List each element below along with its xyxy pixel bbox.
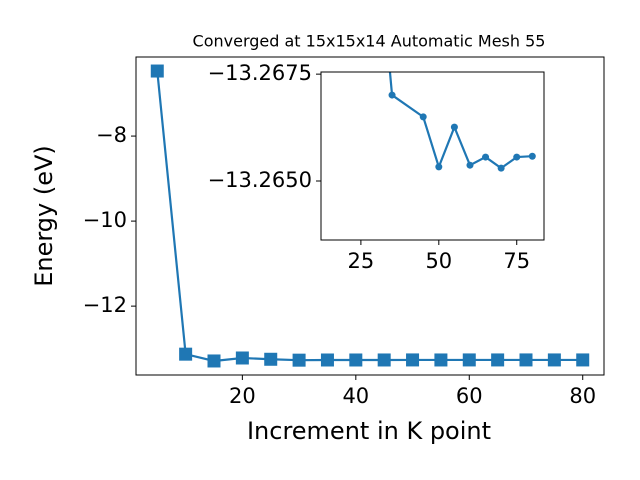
marker [547,353,561,367]
marker [264,352,278,366]
marker [450,123,458,131]
axes-frame [320,71,545,241]
chart-title: Converged at 15x15x14 Automatic Mesh 55 [193,32,546,51]
marker [292,353,306,367]
x-axis-label: Increment in K point [247,417,491,445]
marker [419,113,427,121]
plot-area [388,72,536,172]
marker [576,353,590,367]
marker [406,353,420,367]
series-line [388,72,533,171]
series-line [156,70,583,363]
x-tick-label: 50 [425,249,452,273]
x-tick-label: 60 [456,384,483,408]
x-tick-label: 75 [503,249,530,273]
axes-frame [135,56,605,376]
marker [528,152,536,160]
y-tick-label: −13.2675 [208,61,312,85]
y-tick-label: −13.2650 [208,168,312,192]
plot-area [150,64,590,368]
marker [235,351,249,365]
marker [435,163,443,171]
y-tick-label: −12 [83,293,127,317]
y-tick-label: −10 [83,208,127,232]
y-axis-label: Energy (eV) [30,145,58,287]
marker [434,353,448,367]
inset-background [321,72,544,240]
marker [513,153,521,161]
y-tick-label: −8 [96,123,127,147]
marker [497,164,505,172]
marker [466,161,474,169]
marker [179,347,193,361]
x-tick-label: 20 [229,384,256,408]
marker [482,153,490,161]
marker [349,353,363,367]
x-tick-label: 40 [342,384,369,408]
marker [320,353,334,367]
marker [150,64,164,78]
marker [388,91,396,99]
marker [377,353,391,367]
marker [207,354,221,368]
marker [491,353,505,367]
x-tick-label: 25 [348,249,375,273]
marker [462,353,476,367]
marker [519,353,533,367]
x-tick-label: 80 [569,384,596,408]
